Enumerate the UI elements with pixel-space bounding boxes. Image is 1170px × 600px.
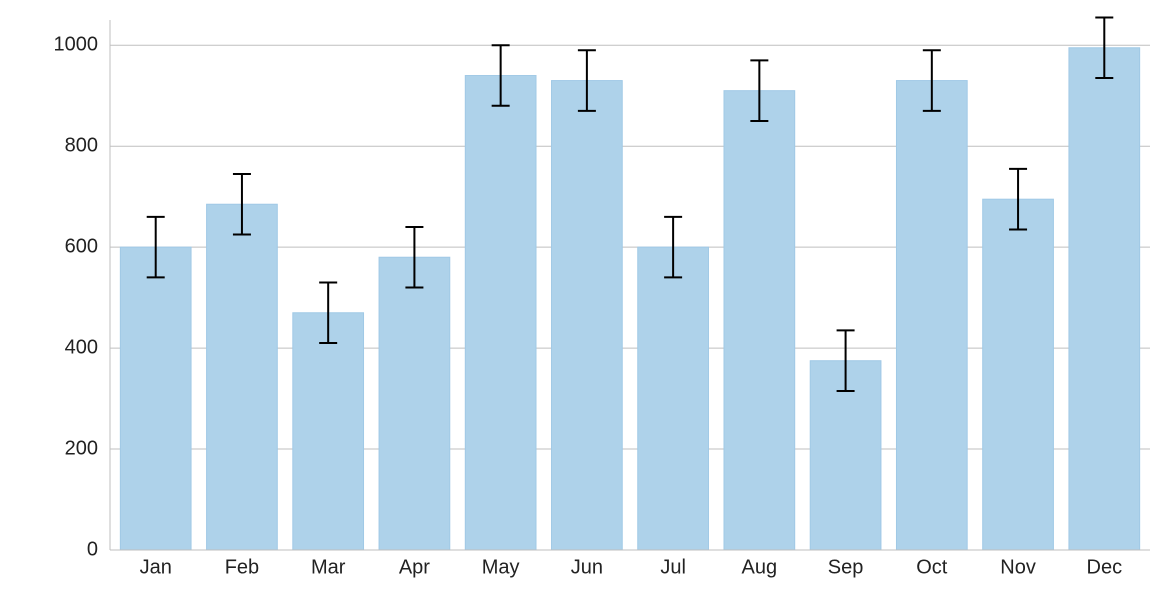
y-tick-label: 0 — [87, 538, 98, 560]
bar — [896, 81, 967, 550]
error-bars — [147, 17, 1114, 391]
y-tick-label: 600 — [65, 235, 98, 257]
x-tick-label: Jul — [660, 557, 686, 579]
bars — [120, 48, 1139, 550]
bar — [379, 257, 450, 550]
bar — [1069, 48, 1140, 550]
x-tick-label: Dec — [1087, 557, 1123, 579]
x-tick-label: Jan — [140, 557, 172, 579]
bar — [983, 199, 1054, 550]
y-axis: 0 200 400 600 800 1000 — [54, 34, 99, 561]
bar — [638, 247, 709, 550]
x-axis: Jan Feb Mar Apr May Jun Jul Aug Sep Oct Nov Dec — [140, 557, 1123, 579]
y-tick-label: 800 — [65, 134, 98, 156]
y-tick-label: 1000 — [54, 34, 99, 56]
bar — [120, 247, 191, 550]
x-tick-label: Apr — [399, 557, 430, 579]
x-tick-label: Mar — [311, 557, 346, 579]
bar — [293, 313, 364, 550]
bar — [207, 204, 278, 550]
bar — [552, 81, 623, 550]
bar — [465, 76, 536, 550]
x-tick-label: Sep — [828, 557, 864, 579]
bar — [724, 91, 795, 550]
y-tick-label: 200 — [65, 437, 98, 459]
x-tick-label: Feb — [225, 557, 259, 579]
x-tick-label: Aug — [742, 557, 778, 579]
x-tick-label: Nov — [1000, 557, 1036, 579]
bar-chart: 0 200 400 600 800 1000 Jan Feb Mar Apr May Jun Jul Au… — [0, 0, 1170, 600]
x-tick-label: Jun — [571, 557, 603, 579]
y-tick-label: 400 — [65, 336, 98, 358]
x-tick-label: Oct — [916, 557, 948, 579]
x-tick-label: May — [482, 557, 520, 579]
